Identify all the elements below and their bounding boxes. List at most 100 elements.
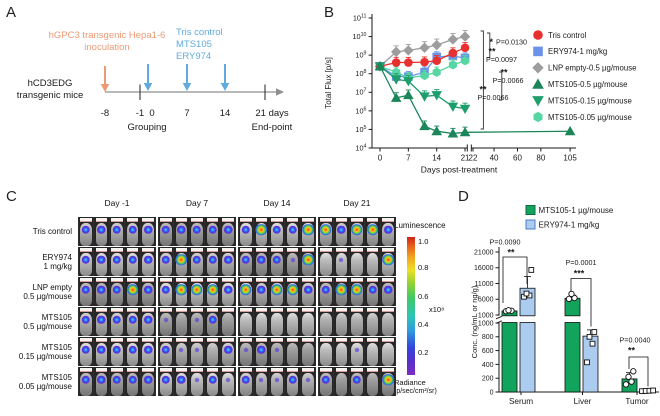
mouse-image: [318, 217, 334, 247]
y-tick-label: 6000: [478, 297, 494, 304]
mouse-image: [349, 307, 365, 337]
luminescence-spot: [208, 255, 217, 265]
mouse-id-tag: [111, 307, 123, 312]
mouse-image: [189, 277, 205, 307]
mouse-id-tag: [160, 367, 172, 372]
panel-a-timeline: hGPC3 transgenic Hepa1-6 inoculation Tri…: [0, 0, 320, 185]
data-point-circle: [625, 373, 632, 380]
row-label-mts105-0-05-g-mouse: MTS105 0.05 µg/mouse: [18, 372, 72, 391]
panel-c-images: Luminescence x10⁸ Radiance (p/sec/cm²/sr…: [0, 185, 455, 416]
series-mts105-0-15-g-mouse: [374, 62, 471, 115]
mouse-id-tag: [366, 337, 379, 342]
legend-label: MTS105-0.05 µg/mouse: [548, 113, 632, 122]
mouse-image-group: [318, 367, 396, 397]
luminescence-spot: [274, 377, 280, 383]
mouse-id-tag: [175, 247, 188, 252]
mouse-image: [140, 217, 156, 247]
treatment-arrowhead-icon: [143, 83, 153, 91]
mouse-image: [125, 367, 140, 397]
timeline-day-label: 14: [220, 108, 231, 119]
panel-b-label: B: [324, 4, 335, 21]
mouse-body: [351, 312, 363, 336]
mouse-image: [158, 337, 174, 367]
luminescence-spot: [112, 375, 122, 385]
mouse-image: [365, 247, 380, 277]
treatment-line-3: ERY974: [176, 51, 212, 63]
mouse-id-tag: [382, 217, 394, 222]
luminescence-spot: [143, 255, 153, 265]
timeline-day-label: -1: [136, 108, 144, 119]
mouse-id-tag: [126, 277, 139, 282]
luminescence-spot: [272, 225, 282, 235]
mouse-image-group: [318, 277, 396, 307]
mouse-body: [175, 312, 188, 336]
luminescence-spot: [192, 255, 202, 265]
luminescence-spot: [271, 284, 283, 296]
treatment-arrowhead-icon: [220, 83, 230, 91]
p-value-annotation: **P=0.0097: [486, 47, 517, 65]
mouse-id-tag: [382, 247, 394, 252]
mouse-id-tag: [95, 247, 108, 252]
mouse-body: [191, 372, 203, 396]
mouse-image: [189, 367, 205, 397]
y-tick-label: 106: [355, 106, 366, 115]
data-point-circle: [565, 295, 573, 303]
triangle-up-marker: [403, 89, 414, 100]
bracket: [570, 278, 592, 327]
luminescence-spot: [366, 224, 379, 236]
y-tick-label: 200: [482, 376, 494, 383]
mouse-body: [255, 312, 268, 336]
mouse-body: [302, 372, 314, 396]
mouse-image: [174, 307, 189, 337]
luminescence-spot: [161, 225, 171, 235]
mouse-id-tag: [111, 337, 123, 342]
hexagon-marker: [392, 67, 401, 77]
mouse-image: [205, 217, 220, 247]
luminescence-spot: [258, 377, 264, 383]
mouse-image: [318, 337, 334, 367]
mouse-image: [109, 277, 125, 307]
mouse-image-group: [318, 247, 396, 277]
p-value-annotation-serum: P=0.0090**: [490, 238, 528, 303]
mouse-id-tag: [366, 367, 379, 372]
mouse-image-group: [238, 277, 316, 307]
colorbar-unit-line-1: Radiance: [394, 378, 426, 387]
luminescence-spot: [175, 284, 188, 296]
bracket: [628, 356, 649, 387]
mouse-id-tag: [255, 247, 268, 252]
panel-c-label: C: [6, 188, 17, 205]
p-value-label: P=0.0040: [620, 336, 651, 345]
mouse-id-tag: [126, 217, 139, 222]
mouse-image: [220, 217, 236, 247]
luminescence-spot: [177, 375, 186, 385]
triangle-up-marker: [532, 78, 544, 89]
mouse-body: [366, 372, 379, 396]
mouse-image-group: [238, 307, 316, 337]
luminescence-spot: [257, 255, 266, 265]
mouse-image: [334, 337, 349, 367]
luminescence-spot: [194, 317, 200, 323]
mouse-image: [125, 307, 140, 337]
mouse-body: [222, 312, 234, 336]
mouse-image-group: [158, 367, 236, 397]
luminescence-spot: [97, 375, 106, 385]
luminescence-spot: [112, 345, 122, 355]
mouse-id-tag: [80, 247, 92, 252]
mouse-image: [220, 337, 236, 367]
mouse-image: [94, 217, 109, 247]
inoculation-line-1: hGPC3 transgenic Hepa1-6: [48, 30, 166, 41]
mouse-body: [191, 312, 203, 336]
mouse-id-tag: [80, 337, 92, 342]
mouse-id-tag: [271, 337, 283, 342]
mouse-id-tag: [302, 337, 314, 342]
diamond-marker: [532, 62, 544, 74]
mouse-image: [269, 307, 285, 337]
mouse-id-tag: [80, 217, 92, 222]
mouse-id-tag: [95, 337, 108, 342]
luminescence-spot: [255, 224, 268, 236]
treatment-line-2: MTS105: [176, 39, 212, 51]
luminescence-spot: [112, 255, 122, 265]
mouse-id-tag: [382, 337, 394, 342]
mouse-image: [380, 307, 396, 337]
mouse-image: [318, 247, 334, 277]
